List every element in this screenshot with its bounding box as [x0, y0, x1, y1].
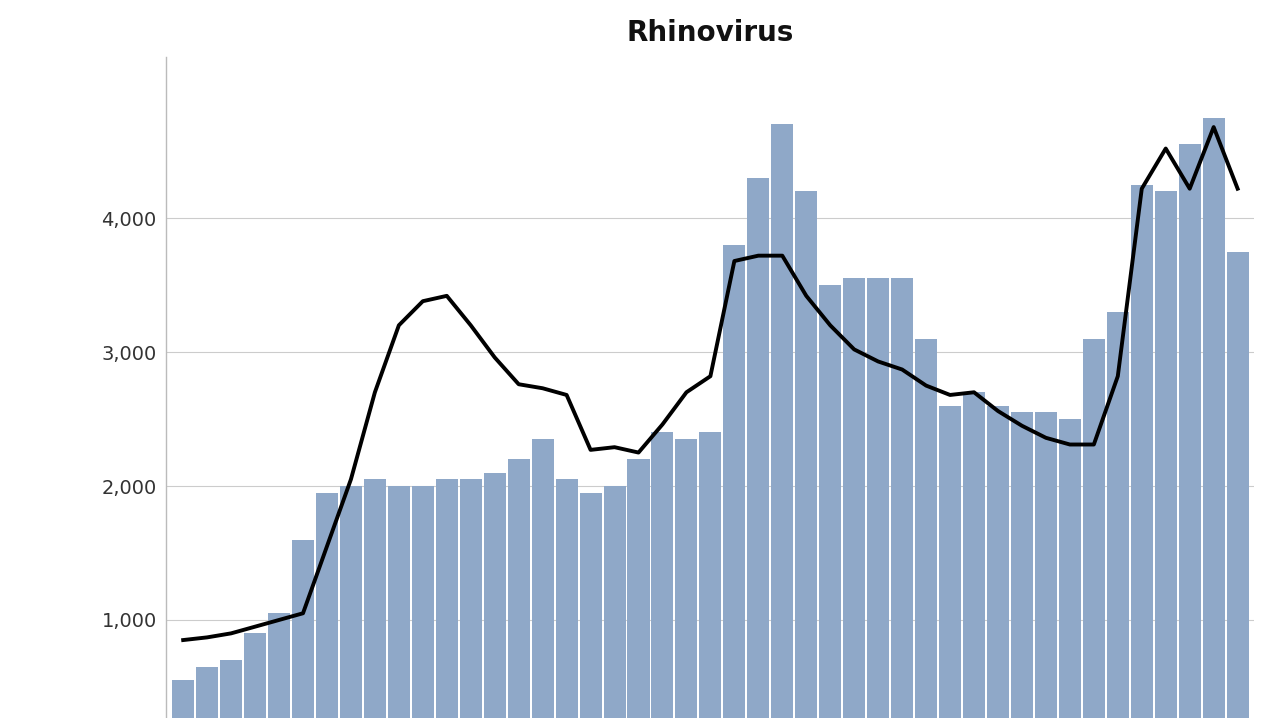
Bar [844, 279, 865, 718]
Bar [963, 392, 986, 718]
Bar [580, 493, 602, 718]
Bar [987, 406, 1009, 718]
Bar [1107, 312, 1129, 718]
Bar [388, 486, 410, 718]
Bar [1083, 339, 1105, 718]
Bar [748, 178, 769, 718]
Bar [460, 480, 481, 718]
Bar [484, 472, 506, 718]
Bar [723, 245, 745, 718]
Bar [172, 680, 195, 718]
Bar [652, 432, 673, 718]
Bar [531, 439, 554, 718]
Bar [940, 406, 961, 718]
Bar [676, 439, 698, 718]
Bar [244, 633, 266, 718]
Bar [1059, 419, 1080, 718]
Bar [1130, 185, 1153, 718]
Bar [915, 339, 937, 718]
Bar [603, 486, 626, 718]
Bar [1179, 144, 1201, 718]
Bar [412, 486, 434, 718]
Bar [508, 460, 530, 718]
Bar [699, 432, 722, 718]
Bar [1155, 192, 1176, 718]
Bar [340, 486, 362, 718]
Bar [268, 613, 291, 718]
Bar [819, 285, 841, 718]
Bar [196, 667, 218, 718]
Bar [795, 192, 818, 718]
Bar [435, 480, 458, 718]
Bar [292, 540, 314, 718]
Bar [867, 279, 890, 718]
Bar [1203, 118, 1225, 718]
Bar [220, 660, 242, 718]
Bar [316, 493, 338, 718]
Bar [364, 480, 385, 718]
Bar [1036, 412, 1057, 718]
Bar [1226, 251, 1249, 718]
Bar [627, 460, 649, 718]
Bar [556, 480, 577, 718]
Title: Rhinovirus: Rhinovirus [627, 19, 794, 47]
Bar [772, 124, 794, 718]
Bar [891, 279, 913, 718]
Bar [1011, 412, 1033, 718]
